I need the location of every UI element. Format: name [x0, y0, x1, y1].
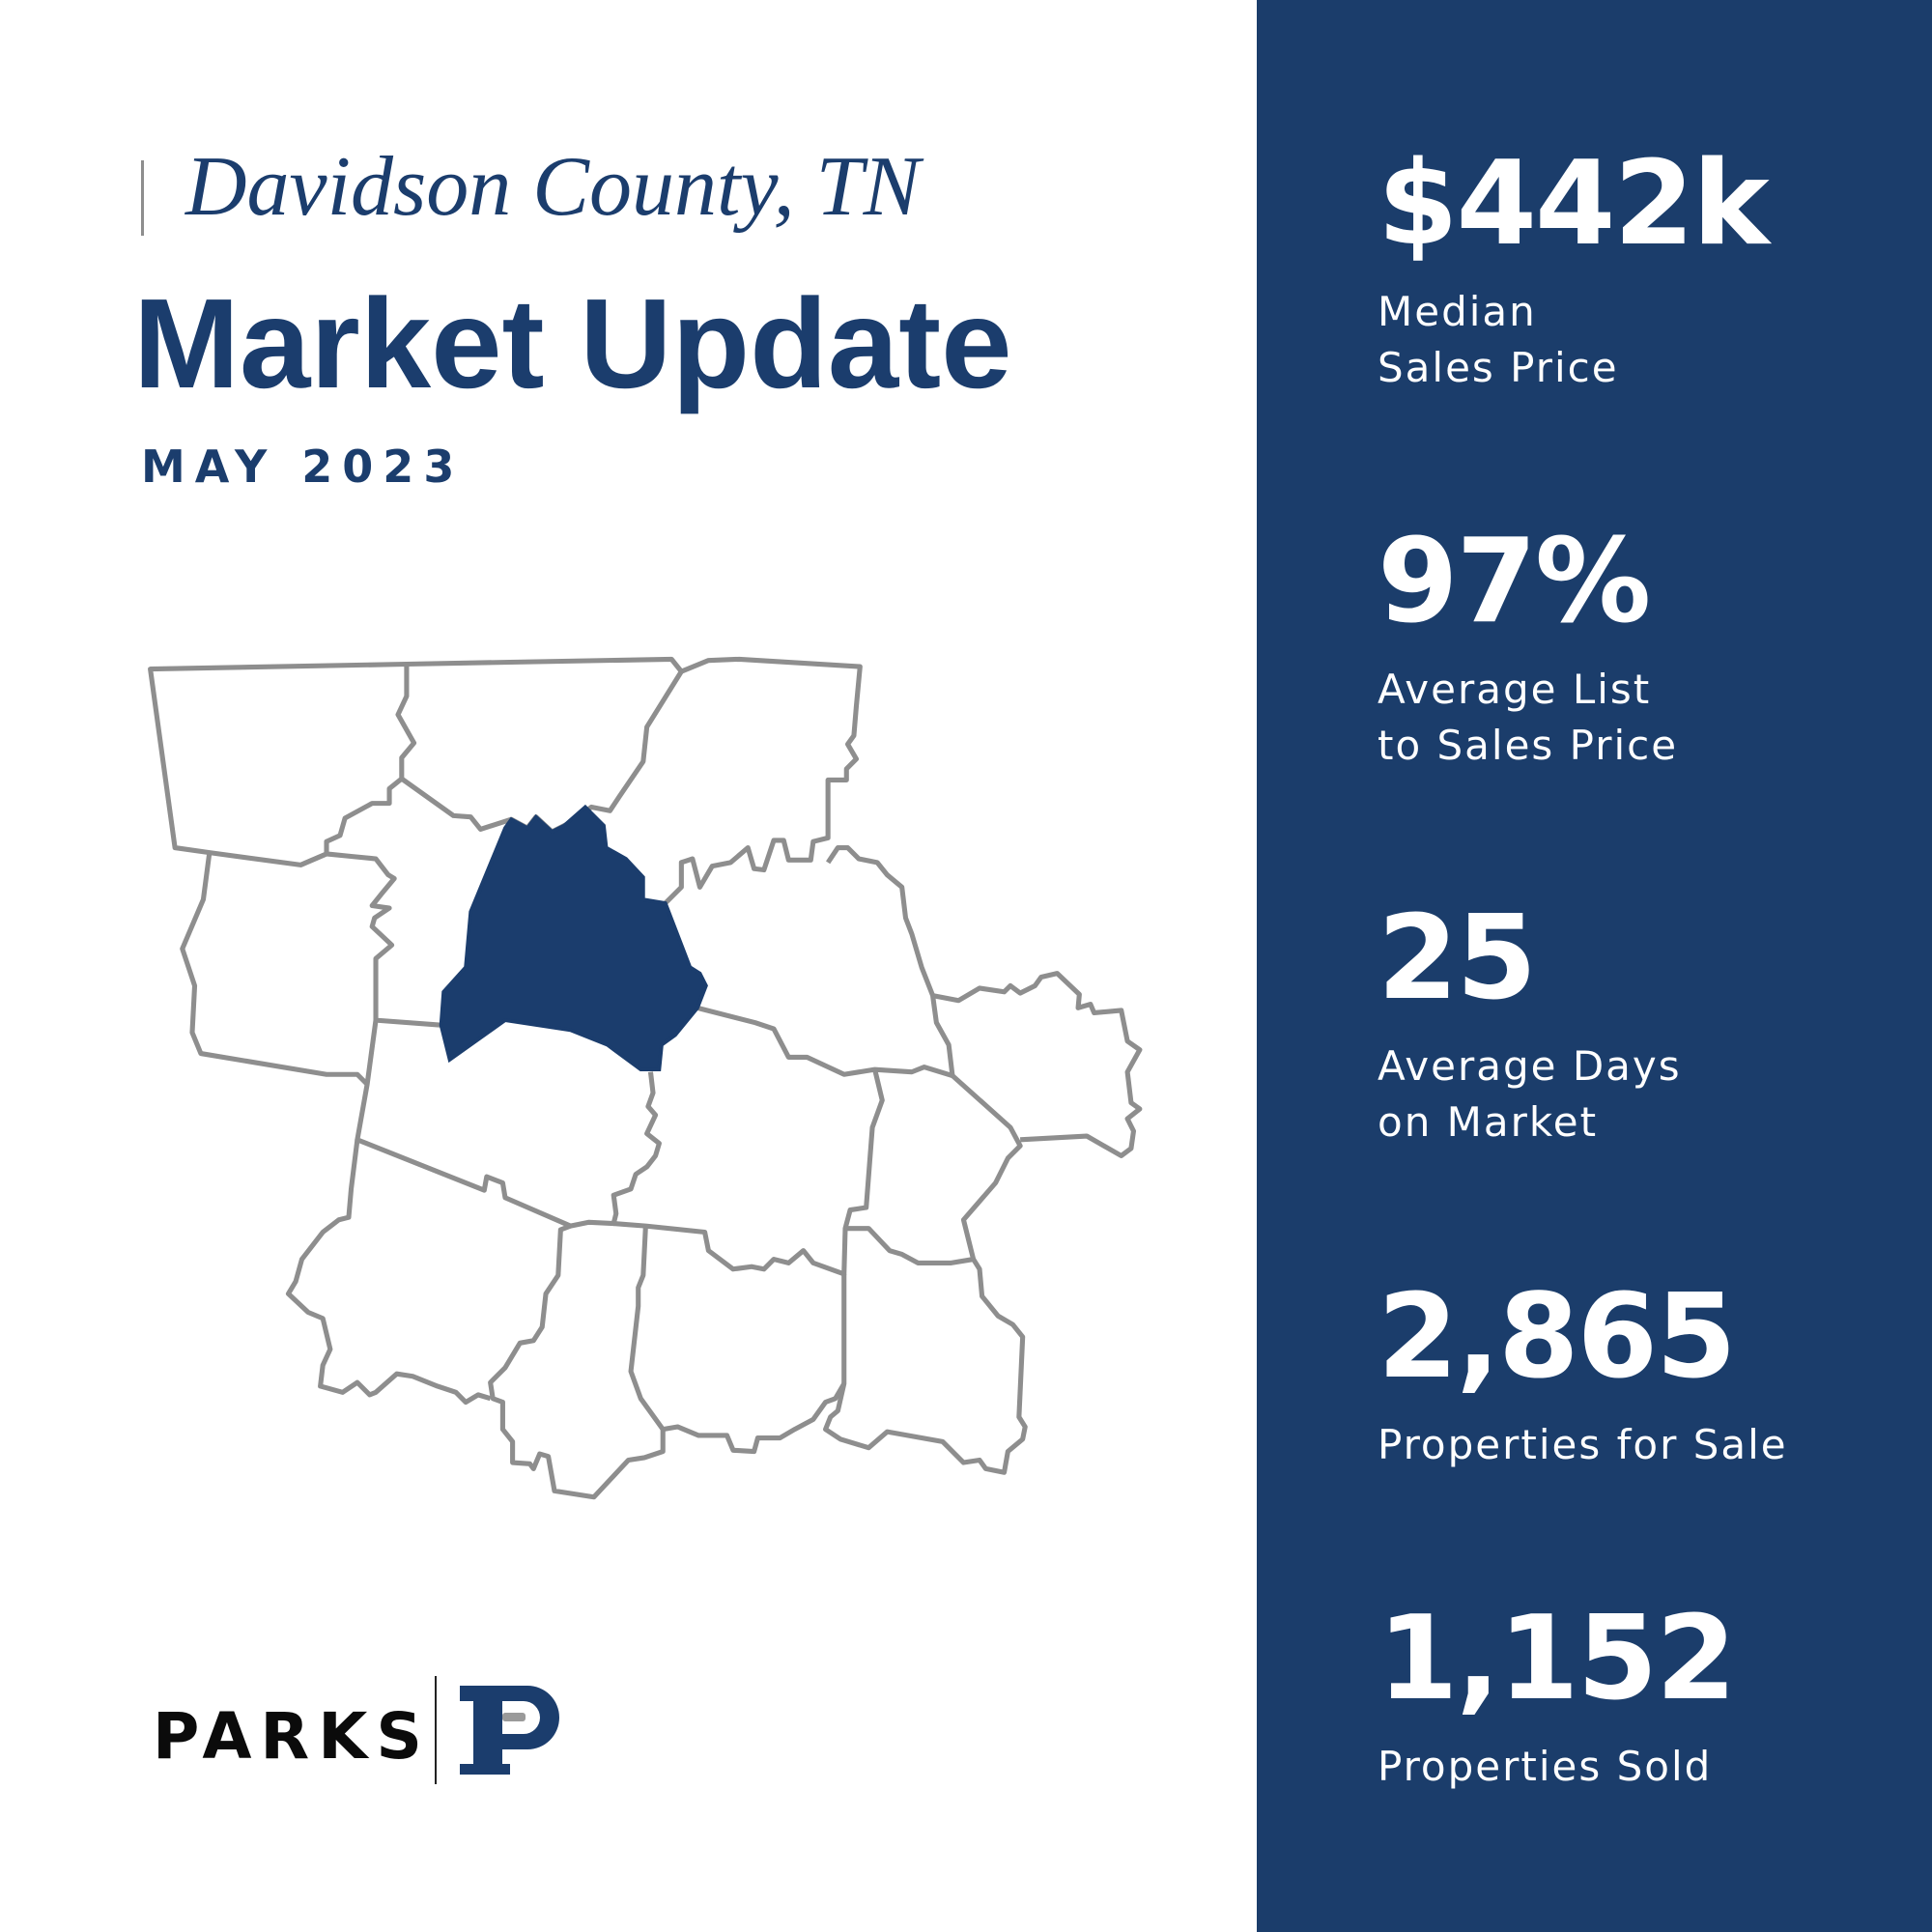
logo-monogram-icon [460, 1686, 559, 1775]
county-outline [355, 1071, 662, 1229]
stats-panel: $442k Median Sales Price 97% Average List… [1257, 0, 1932, 1932]
stat-label: Sales Price [1378, 344, 1619, 391]
stat-value: 97% [1378, 515, 1651, 649]
stat-median-sales-price: $442k Median Sales Price [1378, 137, 1770, 396]
county-outline [613, 1068, 885, 1277]
county-outline [663, 656, 863, 905]
stat-label: Average Days [1378, 1042, 1682, 1090]
stat-value: 25 [1378, 892, 1537, 1026]
title-accent-bar [141, 160, 144, 236]
logo-wordmark: PARKS [153, 1699, 431, 1774]
county-outline [148, 661, 417, 867]
county-outline [488, 1223, 666, 1500]
county-outline [932, 971, 1143, 1158]
stat-properties-for-sale: 2,865 Properties for Sale [1378, 1280, 1788, 1473]
stat-value: 1,152 [1378, 1592, 1737, 1726]
stat-label: Average List [1378, 666, 1652, 713]
county-outline [285, 1139, 492, 1406]
stat-label: Properties Sold [1378, 1743, 1713, 1790]
stat-label: on Market [1378, 1098, 1599, 1146]
page-title: Market Update [133, 272, 1012, 414]
county-outline [400, 656, 684, 835]
location-heading: Davidson County, TN [185, 140, 921, 234]
stat-value: $442k [1378, 137, 1770, 271]
report-period: MAY 2023 [141, 440, 465, 493]
davidson-county-highlight [439, 804, 708, 1072]
county-outline [696, 845, 955, 1079]
county-outline [299, 851, 441, 1028]
stat-value: 2,865 [1378, 1270, 1737, 1405]
stat-days-on-market: 25 Average Days on Market [1378, 901, 1682, 1151]
stat-label: Median [1378, 288, 1537, 335]
stat-list-to-sales: 97% Average List to Sales Price [1378, 525, 1678, 774]
county-outline [628, 1226, 846, 1455]
county-outline [180, 852, 379, 1087]
stat-label: to Sales Price [1378, 722, 1679, 769]
county-outline [823, 1258, 1028, 1475]
stat-label: Properties for Sale [1378, 1421, 1788, 1468]
logo-divider [435, 1676, 437, 1784]
stat-properties-sold: 1,152 Properties Sold [1378, 1592, 1737, 1795]
